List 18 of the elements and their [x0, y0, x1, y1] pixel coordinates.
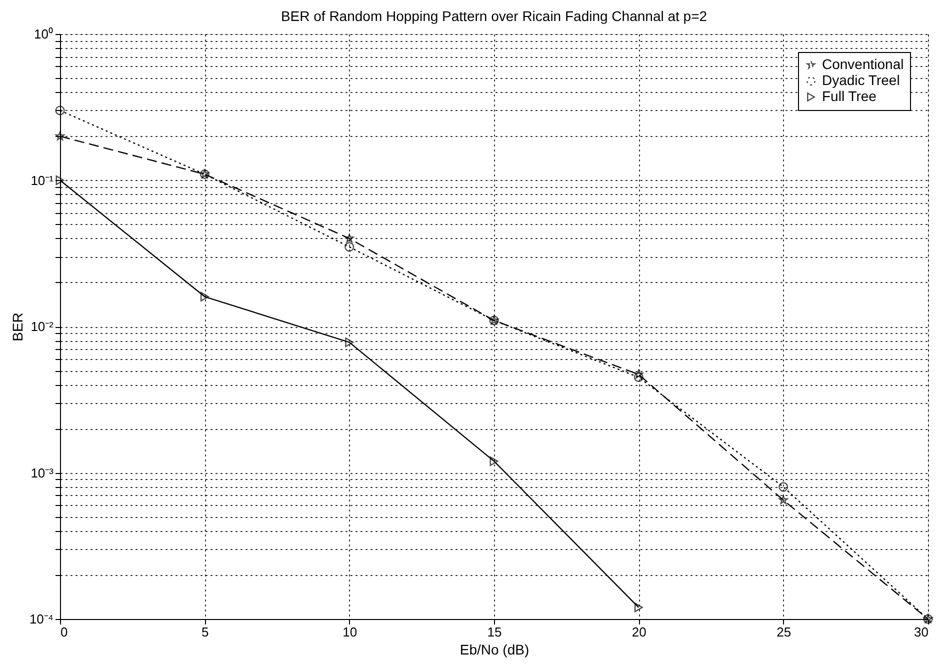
- x-tick-label: 10: [342, 624, 358, 640]
- legend-label: Dyadic Treel: [822, 72, 900, 88]
- x-tick-label: 30: [914, 624, 928, 640]
- x-tick-label: 20: [632, 624, 646, 640]
- legend-label: Conventional: [822, 56, 904, 72]
- y-tick-label: 10⁻⁴: [29, 612, 54, 626]
- legend-label: Full Tree: [822, 88, 877, 104]
- y-tick-label: 10⁰: [34, 26, 54, 42]
- x-tick-label: 25: [776, 624, 792, 640]
- y-tick-label: 10⁻³: [30, 465, 54, 480]
- y-tick-label: 10⁻²: [30, 319, 54, 334]
- y-tick-label: 10⁻¹: [30, 172, 54, 188]
- x-tick-label: 5: [202, 624, 209, 640]
- y-axis-title: BER: [9, 312, 26, 342]
- chart-title: BER of Random Hopping Pattern over Ricain Fading Channal at p=2: [280, 8, 708, 24]
- x-tick-label: 15: [487, 624, 502, 640]
- x-axis-title: Eb/No (dB): [460, 642, 530, 658]
- x-tick-label: 0: [60, 624, 68, 640]
